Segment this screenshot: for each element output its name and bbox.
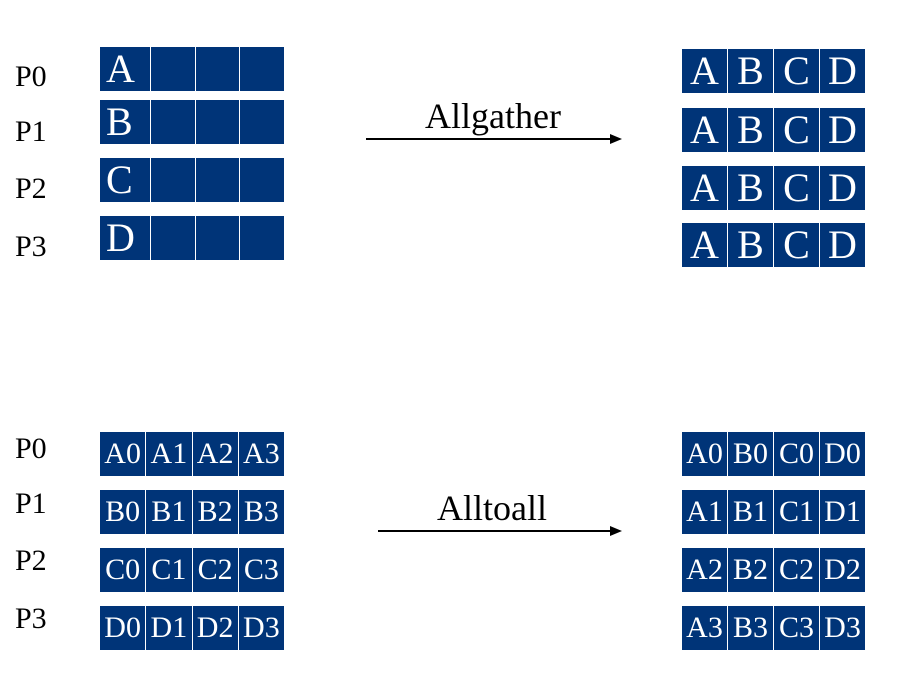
buffer-cell: D <box>820 166 865 210</box>
alltoall-output-row-p1: A1 B1 C1 D1 <box>682 490 865 534</box>
alltoall-input-row-p3: D0 D1 D2 D3 <box>100 606 284 650</box>
buffer-cell <box>240 100 284 144</box>
buffer-cell: D1 <box>820 490 865 534</box>
buffer-cell: B <box>728 223 773 267</box>
buffer-cell: C3 <box>238 548 284 592</box>
buffer-cell: C <box>774 108 819 152</box>
buffer-cell: B0 <box>100 490 146 534</box>
buffer-cell: D <box>820 108 865 152</box>
buffer-cell: C2 <box>192 548 238 592</box>
buffer-cell <box>240 216 284 260</box>
buffer-cell <box>195 100 240 144</box>
right-arrow-icon <box>366 134 622 144</box>
buffer-cell: D0 <box>100 606 146 650</box>
process-label-p2: P2 <box>15 172 47 205</box>
buffer-cell <box>195 158 240 202</box>
allgather-output-row-p0: A B C D <box>682 49 865 93</box>
alltoall-input-row-p0: A0 A1 A2 A3 <box>100 432 284 476</box>
buffer-cell: D2 <box>820 548 865 592</box>
buffer-cell: C1 <box>146 548 192 592</box>
buffer-cell: A <box>682 49 727 93</box>
allgather-input-row-p0: A <box>100 47 284 91</box>
buffer-cell <box>150 158 195 202</box>
buffer-cell: A3 <box>238 432 284 476</box>
buffer-cell <box>240 47 284 91</box>
buffer-cell: B2 <box>192 490 238 534</box>
process-label-p0: P0 <box>15 432 47 465</box>
buffer-cell: A2 <box>192 432 238 476</box>
buffer-cell: C <box>774 49 819 93</box>
right-arrow-icon <box>378 526 622 536</box>
buffer-cell: A1 <box>146 432 192 476</box>
buffer-cell: A2 <box>682 548 727 592</box>
buffer-cell: B <box>728 166 773 210</box>
buffer-cell: D3 <box>238 606 284 650</box>
buffer-cell <box>240 158 284 202</box>
process-label-p2: P2 <box>15 544 47 577</box>
buffer-cell <box>150 100 195 144</box>
allgather-input-row-p1: B <box>100 100 284 144</box>
alltoall-output-row-p3: A3 B3 C3 D3 <box>682 606 865 650</box>
allgather-label: Allgather <box>425 96 561 136</box>
alltoall-output-row-p0: A0 B0 C0 D0 <box>682 432 865 476</box>
buffer-cell: A0 <box>100 432 146 476</box>
buffer-cell: B2 <box>728 548 773 592</box>
alltoall-input-row-p1: B0 B1 B2 B3 <box>100 490 284 534</box>
alltoall-input-row-p2: C0 C1 C2 C3 <box>100 548 284 592</box>
process-label-p0: P0 <box>15 60 47 93</box>
buffer-cell: C <box>774 223 819 267</box>
buffer-cell: D1 <box>146 606 192 650</box>
buffer-cell: B <box>728 108 773 152</box>
buffer-cell: A <box>682 223 727 267</box>
buffer-cell <box>195 47 240 91</box>
buffer-cell: B <box>100 100 150 144</box>
buffer-cell: B <box>728 49 773 93</box>
buffer-cell: C0 <box>774 432 819 476</box>
buffer-cell: A0 <box>682 432 727 476</box>
alltoall-output-row-p2: A2 B2 C2 D2 <box>682 548 865 592</box>
process-label-p3: P3 <box>15 230 47 263</box>
buffer-cell: D3 <box>820 606 865 650</box>
buffer-cell: B3 <box>238 490 284 534</box>
buffer-cell: B1 <box>728 490 773 534</box>
buffer-cell: B0 <box>728 432 773 476</box>
process-label-p1: P1 <box>15 115 47 148</box>
buffer-cell: C1 <box>774 490 819 534</box>
buffer-cell: C <box>774 166 819 210</box>
buffer-cell: B1 <box>146 490 192 534</box>
process-label-p1: P1 <box>15 487 47 520</box>
buffer-cell: C3 <box>774 606 819 650</box>
allgather-output-row-p2: A B C D <box>682 166 865 210</box>
buffer-cell: D <box>820 49 865 93</box>
allgather-input-row-p2: C <box>100 158 284 202</box>
buffer-cell <box>150 216 195 260</box>
buffer-cell: A1 <box>682 490 727 534</box>
buffer-cell: A3 <box>682 606 727 650</box>
buffer-cell: C <box>100 158 150 202</box>
buffer-cell: D0 <box>820 432 865 476</box>
buffer-cell: C0 <box>100 548 146 592</box>
buffer-cell <box>150 47 195 91</box>
buffer-cell: D2 <box>192 606 238 650</box>
allgather-output-row-p1: A B C D <box>682 108 865 152</box>
allgather-input-row-p3: D <box>100 216 284 260</box>
buffer-cell: D <box>100 216 150 260</box>
buffer-cell: D <box>820 223 865 267</box>
buffer-cell: A <box>682 166 727 210</box>
buffer-cell: A <box>682 108 727 152</box>
buffer-cell: C2 <box>774 548 819 592</box>
alltoall-label: Alltoall <box>437 488 547 528</box>
buffer-cell: A <box>100 47 150 91</box>
buffer-cell: B3 <box>728 606 773 650</box>
process-label-p3: P3 <box>15 602 47 635</box>
buffer-cell <box>195 216 240 260</box>
allgather-output-row-p3: A B C D <box>682 223 865 267</box>
